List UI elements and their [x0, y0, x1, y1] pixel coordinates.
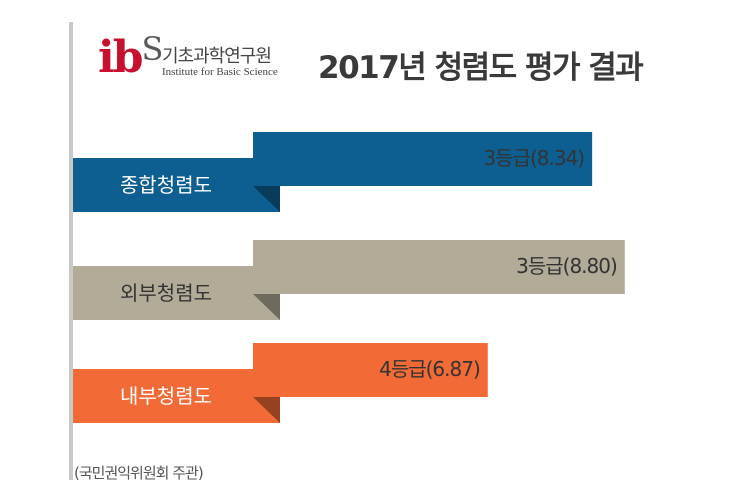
ribbon-fold-종합청렴도 — [253, 186, 280, 212]
logo-name-korean: 기초과학연구원 — [162, 46, 272, 67]
logo-name-english: Institute for Basic Science — [162, 66, 278, 78]
value-label-외부청렴도: 3등급(8.80) — [516, 254, 617, 278]
bar-종합청렴도 — [253, 132, 593, 186]
chart-title: 2017년 청렴도 평가 결과 — [318, 50, 644, 86]
bar-외부청렴도 — [253, 240, 625, 294]
value-label-내부청렴도: 4등급(6.87) — [379, 357, 480, 381]
left-rule — [69, 22, 73, 480]
category-label-외부청렴도: 외부청렴도 — [120, 281, 212, 305]
bar-내부청렴도 — [253, 343, 488, 397]
ribbon-fold-외부청렴도 — [253, 294, 280, 320]
ibs-logo: ibS 기초과학연구원 Institute for Basic Science — [98, 30, 308, 90]
source-note: (국민권익위원회 주관) — [74, 464, 204, 482]
value-label-종합청렴도: 3등급(8.34) — [483, 146, 584, 170]
category-label-종합청렴도: 종합청렴도 — [120, 173, 212, 197]
ribbon-fold-내부청렴도 — [253, 397, 280, 423]
category-label-내부청렴도: 내부청렴도 — [120, 384, 212, 408]
category-tab-외부청렴도 — [73, 266, 280, 320]
ibs-logo-mark: ibS — [98, 30, 163, 83]
category-tab-종합청렴도 — [73, 158, 280, 212]
category-tab-내부청렴도 — [73, 369, 280, 423]
